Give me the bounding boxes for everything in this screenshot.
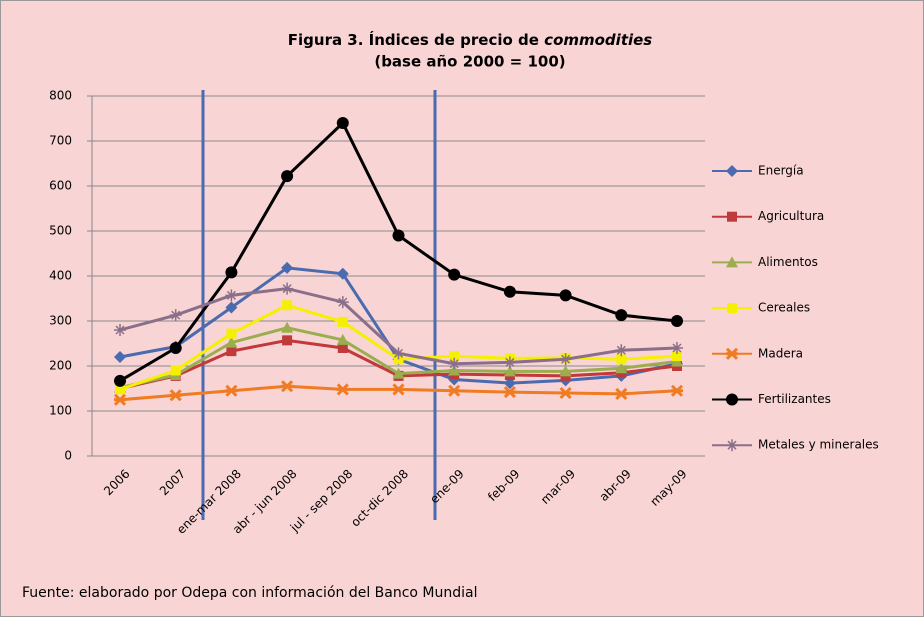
point (727, 303, 737, 314)
point (169, 389, 182, 402)
point (559, 289, 572, 302)
point (449, 351, 460, 362)
point (336, 296, 349, 309)
legend-label: Alimentos (758, 255, 818, 269)
y-tick-label: 500 (49, 224, 72, 238)
point (503, 285, 516, 298)
point (114, 374, 126, 387)
point (337, 316, 348, 327)
y-tick-label: 800 (49, 89, 72, 103)
point (281, 321, 294, 333)
point (114, 351, 126, 363)
point (225, 384, 238, 397)
point (671, 342, 683, 354)
point (392, 383, 405, 396)
y-tick-label: 300 (49, 314, 72, 328)
point (615, 309, 628, 322)
point (170, 365, 181, 376)
point (226, 328, 237, 339)
point (336, 117, 349, 129)
point (727, 211, 737, 222)
point (726, 439, 738, 452)
point (448, 268, 461, 281)
point (225, 301, 238, 314)
y-tick-label: 600 (49, 179, 72, 193)
legend-label: Agricultura (758, 209, 824, 223)
source-note: Fuente: elaborado por Odepa con informac… (22, 585, 478, 601)
title-italic: commodities (544, 31, 652, 49)
point (503, 356, 516, 369)
point (670, 384, 684, 397)
point (225, 266, 238, 279)
point (114, 324, 126, 336)
point (559, 365, 572, 377)
point (392, 367, 405, 379)
point (169, 342, 182, 354)
legend-label: Fertilizantes (758, 392, 831, 406)
title-main: Figura 3. Índices de precio de (288, 30, 539, 49)
point (725, 347, 739, 360)
point (616, 354, 627, 365)
point (225, 289, 238, 302)
point (672, 351, 682, 362)
legend-label: Cereales (758, 301, 810, 315)
y-tick-label: 0 (64, 449, 72, 463)
point (671, 315, 683, 327)
point (559, 386, 572, 400)
point (281, 380, 294, 393)
point (281, 261, 294, 274)
point (503, 365, 516, 377)
point (113, 393, 127, 406)
chart-subtitle: (base año 2000 = 100) (374, 53, 565, 71)
point (615, 362, 628, 374)
point (392, 229, 405, 242)
legend-label: Energía (758, 164, 804, 178)
y-tick-label: 400 (49, 269, 72, 283)
point (448, 364, 461, 376)
point (726, 393, 738, 406)
point (448, 357, 461, 370)
point (503, 377, 516, 390)
point (169, 309, 182, 322)
point (503, 386, 516, 399)
y-tick-label: 200 (49, 359, 72, 373)
point (336, 267, 349, 280)
point (336, 383, 349, 396)
legend-label: Metales y minerales (758, 438, 879, 452)
point (726, 165, 738, 177)
chart-title: Figura 3. Índices de precio de commoditi… (288, 30, 653, 49)
point (225, 336, 238, 348)
y-tick-label: 700 (49, 134, 72, 148)
point (115, 384, 125, 395)
point (615, 344, 628, 357)
point (726, 256, 738, 268)
point (336, 333, 349, 345)
point (282, 300, 293, 311)
point (337, 343, 348, 353)
point (281, 170, 294, 183)
point (448, 384, 461, 397)
point (559, 353, 572, 366)
point (392, 347, 405, 360)
point (226, 346, 237, 357)
point (281, 282, 294, 295)
legend-label: Madera (758, 346, 803, 360)
point (615, 387, 628, 400)
y-tick-label: 100 (49, 404, 72, 418)
point (282, 335, 293, 346)
